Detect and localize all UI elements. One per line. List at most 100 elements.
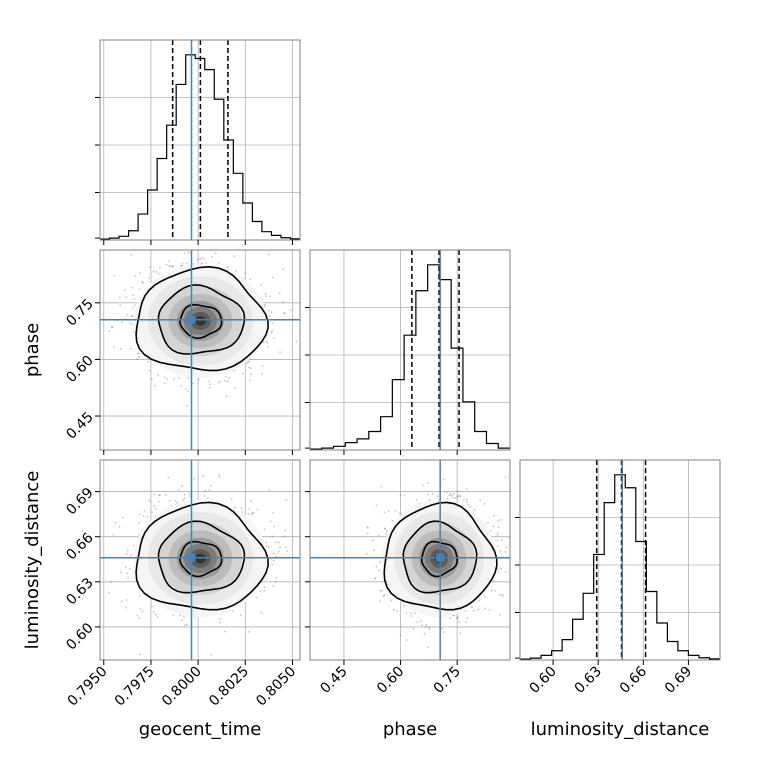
scatter-point [224,379,226,382]
scatter-point [210,255,213,258]
scatter-point [114,521,117,524]
scatter-panel-geocent_time-vs-luminosity_distance [95,459,301,665]
scatter-point [415,499,418,502]
scatter-point [492,580,495,582]
scatter-point [456,617,458,620]
scatter-point [375,504,378,507]
scatter-point [463,499,465,501]
contour-line [402,520,478,594]
scatter-point [264,303,267,306]
scatter-point [499,549,502,552]
scatter-point [130,554,133,557]
scatter-point [124,566,127,568]
scatter-point [451,496,454,499]
scatter-point [165,263,168,266]
scatter-point [456,495,459,498]
scatter-point [472,609,475,612]
scatter-point [500,539,503,542]
scatter-point [443,478,446,481]
scatter-point [156,616,159,619]
histogram-panel-geocent_time [95,39,301,245]
contour-line [420,540,459,578]
histogram-step [520,474,720,660]
scatter-point [437,495,439,498]
scatter-point [133,331,136,333]
scatter-point [134,275,137,278]
scatter-point [251,512,254,515]
scatter-point [199,258,201,260]
scatter-point [214,252,217,254]
scatter-point [235,270,237,273]
scatter-point [130,254,133,256]
scatter-point [446,497,449,500]
scatter-point [129,567,131,570]
scatter-point [85,324,87,326]
scatter-point [217,381,220,384]
scatter-point [427,482,430,485]
scatter-point [467,504,470,506]
scatter-point [151,511,154,514]
scatter-point [185,262,188,265]
scatter-point [279,546,281,549]
scatter-point [139,272,141,274]
scatter-point [165,494,167,496]
scatter-point [180,384,183,387]
scatter-point [410,615,413,617]
scatter-point [373,549,375,552]
y-tick-label: 0.63 [63,575,96,608]
x-tick-label: 0.8000 [159,664,205,710]
scatter-point [153,610,155,613]
scatter-point [164,382,166,385]
scatter-point [373,577,376,580]
scatter-point [264,295,267,298]
scatter-point [110,326,113,328]
scatter-point [250,500,253,502]
scatter-point [203,258,206,260]
scatter-point [179,614,181,617]
scatter-point [277,550,280,553]
scatter-point [456,490,459,492]
scatter-point [282,301,284,303]
scatter-point [245,362,248,365]
scatter-point [133,298,136,300]
scatter-point [138,595,141,597]
scatter-point [500,567,502,570]
scatter-point [210,484,212,487]
scatter-point [261,365,264,368]
x-axis-label: luminosity_distance [531,719,710,740]
scatter-point [284,529,287,532]
panel-frame [309,459,511,661]
scatter-point [183,615,185,618]
scatter-point [466,498,468,501]
scatter-point [268,295,271,298]
histogram-panel-luminosity_distance [515,459,721,665]
scatter-point [452,492,455,495]
scatter-point [183,252,186,254]
scatter-point [159,494,161,497]
scatter-point [94,350,96,352]
truth-marker [187,553,196,562]
scatter-point [138,288,141,291]
x-tick-label: 0.60 [527,664,560,697]
scatter-point [202,475,205,477]
scatter-point [521,511,523,513]
scatter-point [182,499,184,502]
scatter-point [399,494,402,497]
scatter-point [192,263,195,266]
scatter-point [377,534,380,537]
scatter-point [233,255,236,258]
scatter-panel-phase-vs-luminosity_distance [305,459,523,665]
scatter-point [183,497,186,500]
scatter-point [496,571,499,574]
scatter-point [289,309,292,312]
scatter-point [272,559,275,562]
scatter-point [263,528,266,531]
scatter-point [158,500,160,503]
scatter-point [136,358,138,360]
scatter-point [218,473,220,476]
scatter-point [242,372,244,375]
scatter-point [497,568,499,571]
scatter-point [457,615,459,618]
scatter-point [271,276,274,279]
scatter-point [465,621,467,623]
